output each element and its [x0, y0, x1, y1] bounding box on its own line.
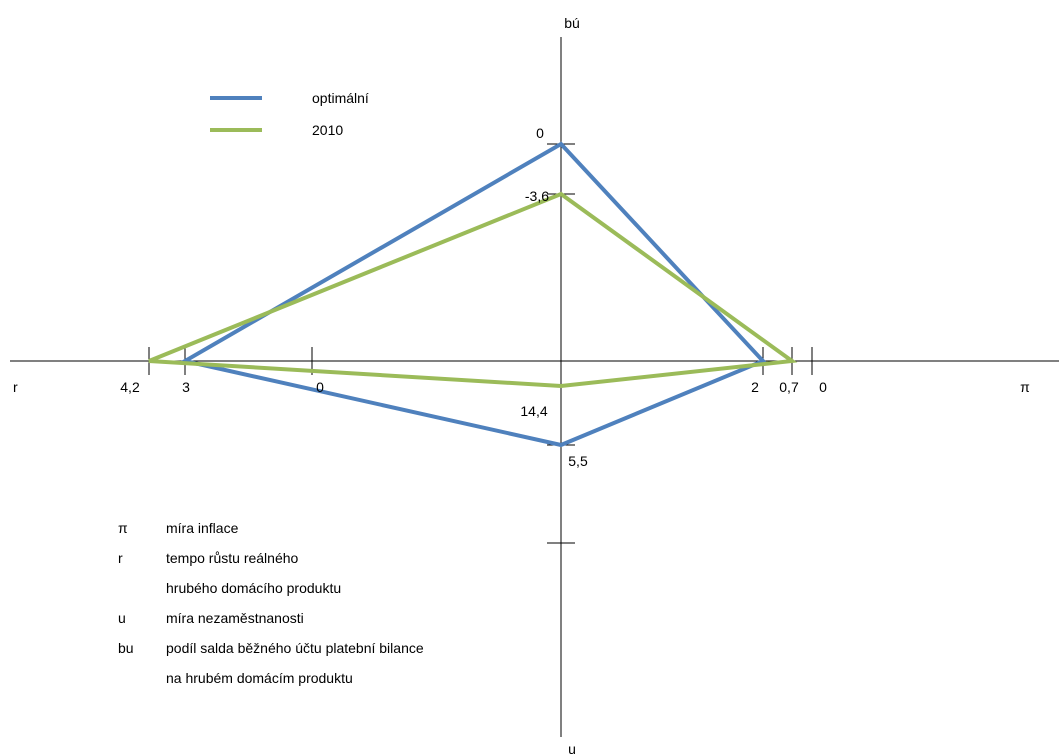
glossary-symbol: u — [118, 610, 126, 626]
glossary-text: hrubého domácího produktu — [166, 580, 342, 596]
tick-label-pi-0-7: 0,7 — [779, 379, 799, 395]
glossary-symbol: r — [118, 550, 123, 566]
axis-label-top: bú — [564, 15, 580, 31]
tick-label-r-0: 0 — [316, 379, 324, 395]
tick-label-u-14-4: 14,4 — [520, 403, 547, 419]
series-layer — [148, 141, 798, 448]
series-2010-line — [148, 191, 798, 389]
tick-label-r-4-2: 4,2 — [120, 379, 140, 395]
series-optimalni-line — [179, 141, 767, 448]
glossary-row: bu podíl salda běžného účtu platební bila… — [118, 634, 424, 662]
glossary-text: na hrubém domácím produktu — [166, 670, 353, 686]
tick-label-bu-0: 0 — [536, 125, 544, 141]
glossary-row: r tempo růstu reálného — [118, 544, 298, 572]
tick-label-u-5-5: 5,5 — [568, 453, 588, 469]
glossary-row: u míra nezaměstnanosti — [118, 604, 304, 632]
axis-label-left: r — [13, 379, 18, 395]
glossary-row: hrubého domácího produktu — [118, 574, 341, 602]
tick-label-bu-minus-3-6: -3,6 — [525, 188, 549, 204]
axis-label-bottom: u — [568, 741, 576, 756]
glossary-text: tempo růstu reálného — [166, 550, 299, 566]
axis-label-right: π — [1020, 379, 1030, 395]
glossary-text: míra nezaměstnanosti — [166, 610, 304, 626]
legend: optimální 2010 — [210, 90, 369, 138]
glossary-row: π míra inflace — [118, 514, 238, 542]
glossary-text: podíl salda běžného účtu platební bilanc… — [166, 640, 424, 656]
tick-label-pi-2: 2 — [751, 379, 759, 395]
glossary-symbol: bu — [118, 640, 134, 656]
tick-label-r-3: 3 — [182, 379, 190, 395]
tick-label-pi-0: 0 — [819, 379, 827, 395]
legend-label-1: 2010 — [312, 122, 343, 138]
glossary-symbol: π — [118, 520, 128, 536]
legend-label-0: optimální — [312, 90, 369, 106]
axes — [10, 37, 1059, 737]
axis-ticks — [148, 143, 813, 544]
glossary-text: míra inflace — [166, 520, 239, 536]
glossary-row: na hrubém domácím produktu — [118, 664, 353, 692]
